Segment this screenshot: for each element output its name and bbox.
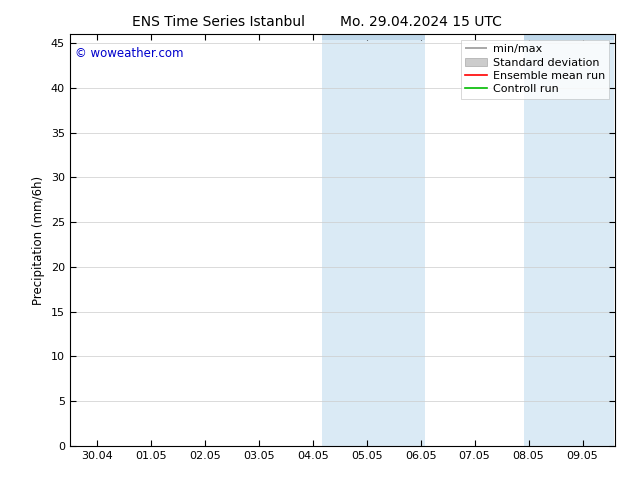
Bar [322,34,425,446]
Legend: min/max, Standard deviation, Ensemble mean run, Controll run: min/max, Standard deviation, Ensemble me… [460,40,609,99]
Bar [322,34,425,41]
Bar [524,34,614,41]
Text: © woweather.com: © woweather.com [75,47,184,60]
Bar [524,34,614,446]
Text: ENS Time Series Istanbul        Mo. 29.04.2024 15 UTC: ENS Time Series Istanbul Mo. 29.04.2024 … [132,15,502,29]
Y-axis label: Precipitation (mm/6h): Precipitation (mm/6h) [32,175,45,305]
